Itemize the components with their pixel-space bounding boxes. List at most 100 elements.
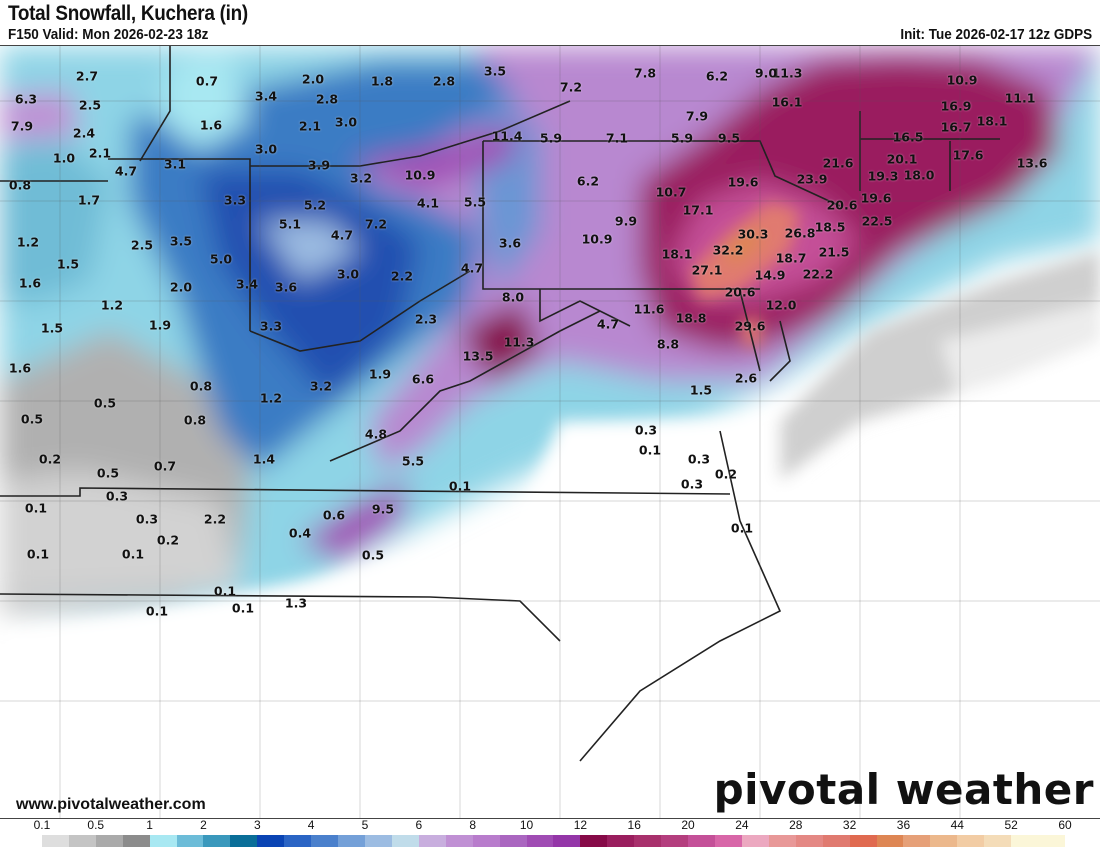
- snowfall-value-label: 9.0: [754, 65, 778, 81]
- snowfall-value-label: 11.6: [633, 301, 665, 317]
- snowfall-value-label: 5.9: [539, 130, 563, 146]
- legend-swatch: [149, 835, 177, 847]
- legend-label: 44: [950, 818, 964, 832]
- legend-label: 5: [361, 818, 369, 832]
- legend-swatch: [15, 835, 42, 847]
- legend-swatch: [930, 835, 958, 847]
- snowfall-value-label: 2.1: [298, 118, 322, 134]
- legend-swatch: [876, 835, 904, 847]
- snowfall-value-label: 22.2: [802, 266, 834, 282]
- legend-swatch: [714, 835, 742, 847]
- snowfall-value-label: 17.1: [682, 202, 714, 218]
- snowfall-value-label: 1.0: [52, 150, 76, 166]
- snowfall-value-label: 32.2: [712, 242, 744, 258]
- legend-swatch: [472, 835, 500, 847]
- snowfall-value-label: 0.1: [26, 546, 50, 562]
- snowfall-value-label: 14.9: [754, 267, 786, 283]
- snowfall-value-label: 3.0: [336, 266, 360, 282]
- snowfall-value-label: 1.5: [40, 320, 64, 336]
- legend-label: 60: [1058, 818, 1072, 832]
- snowfall-value-label: 0.1: [24, 500, 48, 516]
- snowfall-value-label: 21.5: [818, 244, 850, 260]
- legend-swatch: [68, 835, 96, 847]
- snowfall-value-label: 7.9: [10, 118, 34, 134]
- legend-swatch: [445, 835, 473, 847]
- snowfall-value-label: 3.3: [259, 318, 283, 334]
- snowfall-value-label: 3.6: [274, 279, 298, 295]
- snowfall-value-label: 7.8: [633, 65, 657, 81]
- snowfall-value-label: 1.8: [370, 73, 394, 89]
- legend-label: 24: [735, 818, 749, 832]
- snowfall-value-label: 2.7: [75, 68, 99, 84]
- snowfall-value-label: 18.7: [775, 250, 807, 266]
- legend-swatch: [499, 835, 527, 847]
- color-legend: [15, 835, 1065, 847]
- snowfall-value-label: 9.5: [717, 130, 741, 146]
- legend-swatch: [364, 835, 392, 847]
- legend-label: 8: [469, 818, 477, 832]
- snowfall-value-label: 19.3: [867, 168, 899, 184]
- snowfall-value-label: 0.3: [687, 451, 711, 467]
- snowfall-value-label: 3.5: [483, 63, 507, 79]
- legend-swatch: [284, 835, 312, 847]
- legend-swatch: [526, 835, 554, 847]
- snowfall-value-label: 3.2: [309, 378, 333, 394]
- snowfall-value-label: 0.4: [288, 525, 312, 541]
- legend-swatch: [1038, 835, 1065, 847]
- legend-swatch: [957, 835, 985, 847]
- snowfall-value-label: 5.9: [670, 130, 694, 146]
- snowfall-value-label: 1.5: [689, 382, 713, 398]
- snowfall-map[interactable]: 2.7 6.3 2.5 7.9 2.4 1.0 2.1 4.7 0.8 1.7 1.2 1.5 1.6 1…: [0, 45, 1100, 819]
- website-url[interactable]: www.pivotalweather.com: [16, 796, 206, 813]
- state-borders: [0, 46, 1000, 762]
- snowfall-value-label: 0.7: [153, 458, 177, 474]
- snowfall-value-label: 10.7: [655, 184, 687, 200]
- snowfall-value-label: 2.3: [414, 311, 438, 327]
- snowfall-value-label: 3.0: [334, 114, 358, 130]
- snowfall-value-label: 7.2: [364, 216, 388, 232]
- snowfall-value-label: 0.5: [20, 411, 44, 427]
- snowfall-value-label: 1.5: [56, 256, 80, 272]
- snowfall-value-label: 3.1: [163, 156, 187, 172]
- legend-labels: 0.1 0.5 1 2 3 4 5 6 8 10 12 16 20 24 28 32 36 44 52 60: [0, 818, 1100, 834]
- snowfall-value-label: 6.2: [576, 173, 600, 189]
- snowfall-value-label: 1.7: [77, 192, 101, 208]
- legend-swatch: [257, 835, 285, 847]
- legend-swatch: [768, 835, 796, 847]
- snowfall-value-label: 0.1: [730, 520, 754, 536]
- snowfall-value-label: 11.3: [503, 334, 535, 350]
- snowfall-value-label: 7.2: [559, 79, 583, 95]
- snowfall-value-label: 18.1: [976, 113, 1008, 129]
- legend-swatch: [580, 835, 608, 847]
- snowfall-value-label: 3.5: [169, 233, 193, 249]
- snowfall-value-label: 0.3: [105, 488, 129, 504]
- snowfall-value-label: 0.1: [121, 546, 145, 562]
- legend-swatch: [849, 835, 877, 847]
- legend-swatch: [822, 835, 850, 847]
- snowfall-value-label: 3.2: [349, 170, 373, 186]
- snowfall-value-label: 18.5: [814, 219, 846, 235]
- snowfall-value-label: 11.1: [1004, 90, 1036, 106]
- snowfall-value-label: 13.6: [1016, 155, 1048, 171]
- snowfall-value-label: 29.6: [734, 318, 766, 334]
- snowfall-value-label: 0.5: [361, 547, 385, 563]
- legend-label: 28: [789, 818, 803, 832]
- legend-swatch: [903, 835, 931, 847]
- legend-swatch: [338, 835, 365, 847]
- snowfall-value-label: 10.9: [581, 231, 613, 247]
- snowfall-value-label: 0.8: [8, 177, 32, 193]
- snowfall-value-label: 18.8: [675, 310, 707, 326]
- snowfall-value-label: 2.1: [88, 145, 112, 161]
- legend-label: 52: [1004, 818, 1018, 832]
- brand-logo: pivotal weather: [713, 765, 1094, 814]
- snowfall-value-label: 1.2: [16, 234, 40, 250]
- snowfall-value-label: 13.5: [462, 348, 494, 364]
- snowfall-value-label: 3.6: [498, 235, 522, 251]
- legend-label: 16: [627, 818, 641, 832]
- legend-label: 0.1: [33, 818, 51, 832]
- snowfall-value-label: 18.1: [661, 246, 693, 262]
- legend-swatch: [661, 835, 689, 847]
- snowfall-value-label: 5.0: [209, 251, 233, 267]
- legend-label: 0.5: [87, 818, 105, 832]
- snowfall-value-label: 16.1: [771, 94, 803, 110]
